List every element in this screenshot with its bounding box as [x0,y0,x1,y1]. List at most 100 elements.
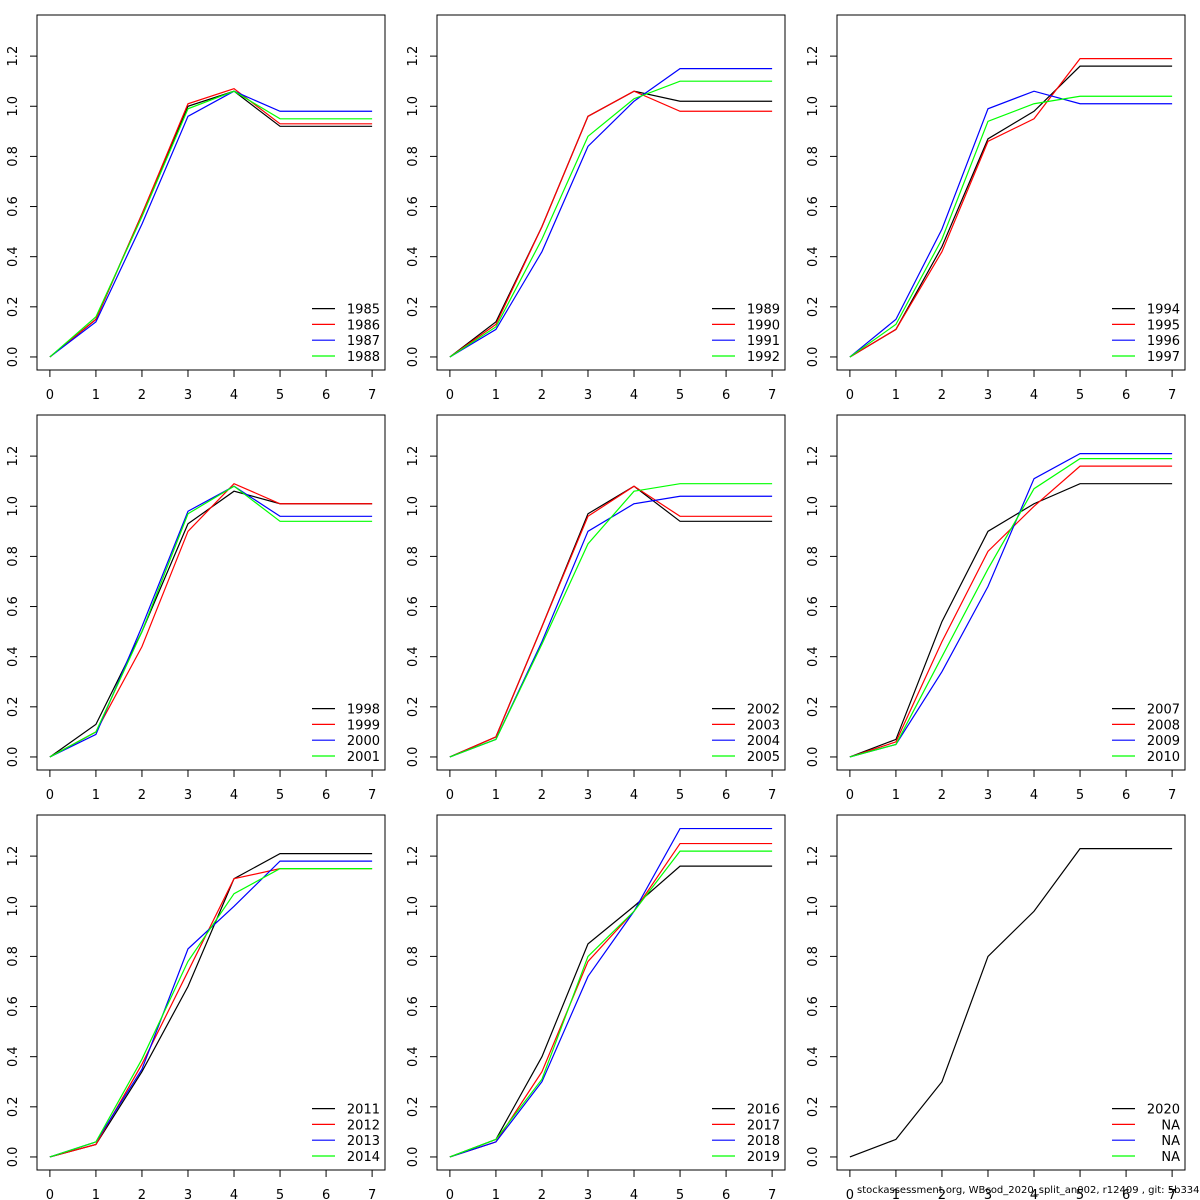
series-line [49,853,373,1158]
y-tick-label: 0.2 [6,296,21,317]
x-tick-label: 4 [630,1188,638,1200]
y-tick-label: 0.6 [806,996,821,1017]
y-tick-label: 1.0 [6,896,21,917]
x-tick-label: 6 [722,388,730,403]
x-tick-label: 7 [1168,788,1176,803]
plot-frame [36,14,386,371]
series-line [49,90,373,358]
y-tick-label: 0.0 [406,1147,421,1168]
y-tick-label: 0.6 [6,196,21,217]
series-line [49,485,373,758]
legend-label: 1997 [1147,350,1180,365]
x-tick-label: 1 [492,788,500,803]
series-line [849,65,1173,358]
x-tick-label: 2 [938,788,946,803]
x-tick-label: 6 [722,788,730,803]
y-tick-label: 1.0 [406,896,421,917]
series-line [449,485,773,758]
legend-label: 1989 [747,303,780,318]
x-tick-label: 5 [276,1188,284,1200]
y-tick-label: 1.2 [406,446,421,467]
x-tick-label: 5 [1076,388,1084,403]
y-tick-label: 1.2 [806,846,821,867]
y-tick-label: 0.4 [406,246,421,267]
x-tick-label: 3 [184,1188,192,1200]
x-tick-label: 5 [676,788,684,803]
x-tick-label: 3 [584,1188,592,1200]
x-tick-label: 6 [1122,388,1130,403]
legend-label: 1991 [747,334,780,349]
y-tick-label: 0.8 [406,946,421,967]
y-tick-label: 0.4 [6,646,21,667]
legend-label: 2009 [1147,734,1180,749]
x-tick-label: 1 [92,388,100,403]
y-tick-label: 0.0 [806,747,821,768]
series-line [449,483,773,758]
series-line [49,868,373,1158]
y-tick-label: 0.4 [806,646,821,667]
y-tick-label: 1.2 [6,46,21,67]
y-tick-label: 0.0 [406,747,421,768]
x-tick-label: 6 [322,788,330,803]
legend-label: 1995 [1147,318,1180,333]
y-tick-label: 0.4 [806,246,821,267]
x-tick-label: 1 [492,1188,500,1200]
series-line [849,58,1173,358]
series-line [49,482,373,758]
series-line [49,88,373,358]
y-tick-label: 0.4 [6,1046,21,1067]
series-line [49,90,373,358]
series-line [449,495,773,758]
series-line [49,490,373,758]
legend-label: 2007 [1147,703,1180,718]
y-tick-label: 0.2 [806,1096,821,1117]
y-tick-label: 0.2 [406,1096,421,1117]
x-tick-label: 3 [984,788,992,803]
x-tick-label: 7 [368,1188,376,1200]
legend-label: 2013 [347,1134,380,1149]
series-line [449,827,773,1158]
series-line [849,847,1173,1158]
series-line [49,868,373,1158]
y-tick-label: 0.4 [6,246,21,267]
legend-label: 2005 [747,750,780,765]
x-tick-label: 2 [138,1188,146,1200]
legend-label: 2012 [347,1118,380,1133]
x-tick-label: 7 [1168,388,1176,403]
x-tick-label: 6 [722,1188,730,1200]
series-line [449,485,773,758]
y-tick-label: 0.0 [6,347,21,368]
series-line [449,90,773,358]
y-tick-label: 0.8 [806,546,821,567]
series-line [49,860,373,1158]
y-tick-label: 0.2 [406,696,421,717]
legend-label: 1998 [347,703,380,718]
legend-label: NA [1161,1150,1180,1165]
y-tick-label: 0.8 [6,946,21,967]
x-tick-label: 1 [892,788,900,803]
legend-label: 2016 [747,1103,780,1118]
series-line [49,485,373,758]
series-line [849,465,1173,758]
series-line [449,90,773,358]
x-tick-label: 5 [276,788,284,803]
x-tick-label: 4 [230,388,238,403]
x-tick-label: 0 [846,1188,854,1200]
x-tick-label: 3 [584,788,592,803]
plot-frame [436,14,786,371]
x-tick-label: 5 [676,1188,684,1200]
y-tick-label: 0.4 [406,1046,421,1067]
legend-label: 2004 [747,734,780,749]
y-tick-label: 0.6 [806,596,821,617]
legend-label: 1985 [347,303,380,318]
legend-label: 1988 [347,350,380,365]
y-tick-label: 1.2 [806,46,821,67]
x-tick-label: 2 [538,1188,546,1200]
y-tick-label: 1.2 [406,46,421,67]
legend-label: 2002 [747,703,780,718]
series-line [449,865,773,1158]
x-tick-label: 0 [46,1188,54,1200]
x-tick-label: 0 [846,388,854,403]
x-tick-label: 1 [892,1188,900,1200]
series-line [449,850,773,1158]
